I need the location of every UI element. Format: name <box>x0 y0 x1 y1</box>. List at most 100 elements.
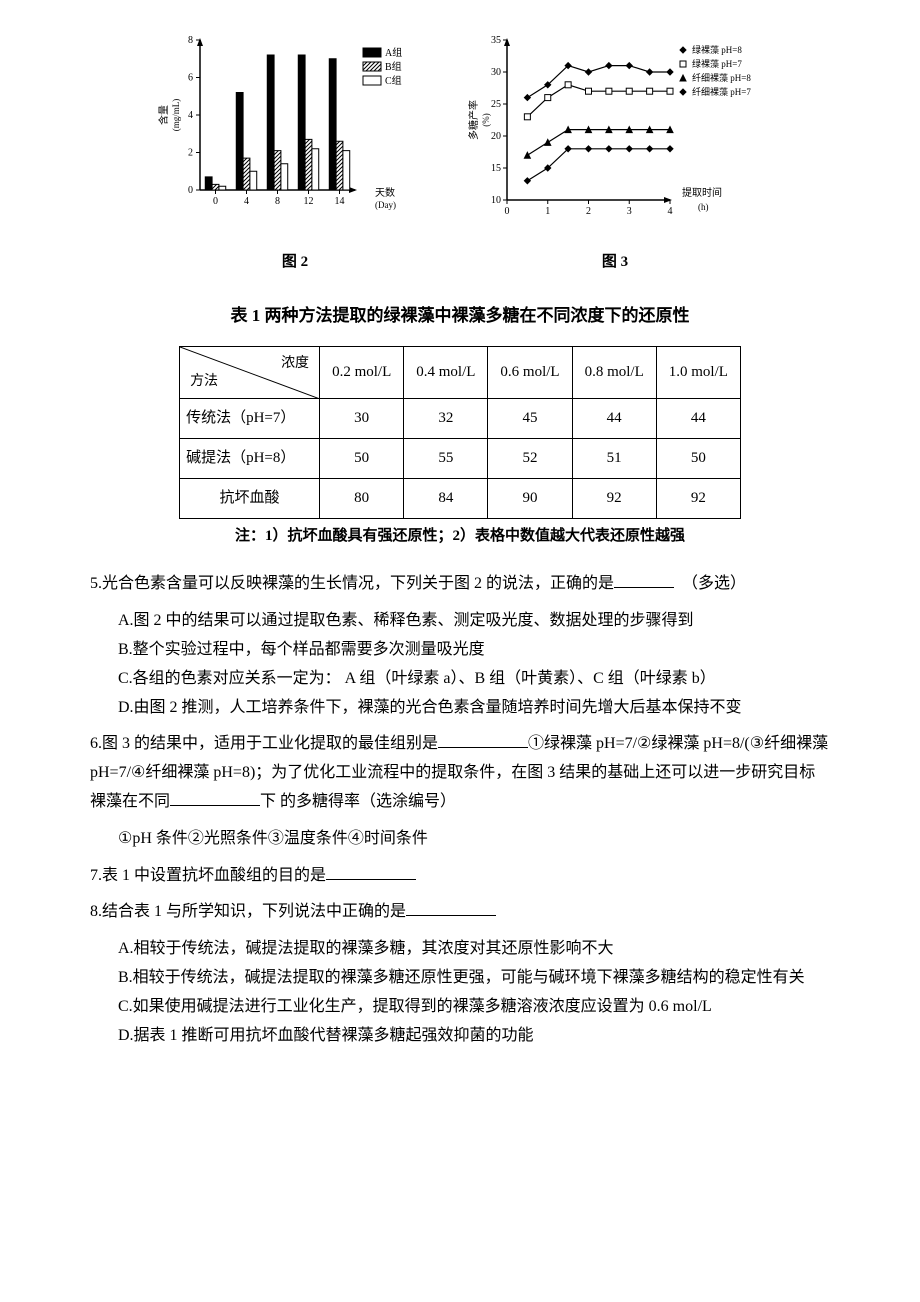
q7-blank[interactable] <box>326 864 416 880</box>
q8-opt-d: D.据表 1 推断可用抗坏血酸代替裸藻多糖起强效抑菌的功能 <box>118 1022 830 1051</box>
q5-opt-b: B.整个实验过程中，每个样品都需要多次测量吸光度 <box>118 636 830 665</box>
q8-opt-b: B.相较于传统法，碱提法提取的裸藻多糖还原性更强，可能与碱环境下裸藻多糖结构的稳… <box>118 964 830 993</box>
chart2-box: 0 2 4 6 8 0 4 8 12 14 含量(mg/mL) 天数(Day) A组B组C组 图 2 <box>155 30 435 276</box>
cell: 92 <box>572 479 656 519</box>
cell: 90 <box>488 479 572 519</box>
table-row: 传统法（pH=7） 30 32 45 44 44 <box>180 399 741 439</box>
svg-text:提取时间: 提取时间 <box>682 186 722 199</box>
q6-blank2[interactable] <box>170 790 260 806</box>
col-header: 0.2 mol/L <box>320 347 404 399</box>
q5-stem: 5.光合色素含量可以反映裸藻的生长情况，下列关于图 2 的说法，正确的是 （多选… <box>90 570 830 599</box>
svg-text:(h): (h) <box>698 202 709 212</box>
cell: 50 <box>320 439 404 479</box>
q6-stem: 6.图 3 的结果中，适用于工业化提取的最佳组别是①绿裸藻 pH=7/②绿裸藻 … <box>90 730 830 816</box>
chart2-caption: 图 2 <box>155 249 435 276</box>
svg-text:3: 3 <box>627 206 632 217</box>
svg-text:纤细裸藻 pH=8: 纤细裸藻 pH=8 <box>692 72 751 83</box>
svg-text:4: 4 <box>244 196 249 207</box>
q8-opt-c: C.如果使用碱提法进行工业化生产，提取得到的裸藻多糖溶液浓度应设置为 0.6 m… <box>118 993 830 1022</box>
chart3-box: 10 15 20 25 30 35 0 1 2 3 4 多糖产率(%) 提取时间 (h) 绿裸藻 pH=8 绿… <box>465 30 765 276</box>
svg-text:10: 10 <box>491 195 501 206</box>
svg-text:含量: 含量 <box>157 105 170 125</box>
svg-text:1: 1 <box>545 206 550 217</box>
table1-title: 表 1 两种方法提取的绿裸藻中裸藻多糖在不同浓度下的还原性 <box>90 301 830 332</box>
svg-text:B组: B组 <box>385 60 402 73</box>
svg-text:0: 0 <box>213 196 218 207</box>
chart3-caption: 图 3 <box>465 249 765 276</box>
cell: 51 <box>572 439 656 479</box>
q6-opts: ①pH 条件②光照条件③温度条件④时间条件 <box>118 825 830 854</box>
row-label: 传统法（pH=7） <box>180 399 320 439</box>
svg-text:多糖产率: 多糖产率 <box>467 100 480 140</box>
svg-text:8: 8 <box>275 196 280 207</box>
svg-text:(%): (%) <box>481 113 491 127</box>
cell: 30 <box>320 399 404 439</box>
cell: 44 <box>572 399 656 439</box>
svg-text:0: 0 <box>505 206 510 217</box>
q6-stem-post: 下 的多糖得率（选涂编号） <box>260 793 456 810</box>
charts-row: 024680481214含量(mg/mL)天数(Day)A组B组C组 图 2 1… <box>90 30 830 276</box>
svg-text:2: 2 <box>188 148 193 159</box>
svg-text:(Day): (Day) <box>375 200 396 210</box>
svg-text:35: 35 <box>491 35 501 46</box>
cell: 50 <box>656 439 740 479</box>
table1-note: 注：1）抗坏血酸具有强还原性；2）表格中数值越大代表还原性越强 <box>90 523 830 550</box>
q6-blank1[interactable] <box>438 732 528 748</box>
q8-stem: 8.结合表 1 与所学知识，下列说法中正确的是 <box>90 898 830 927</box>
svg-text:C组: C组 <box>385 74 402 87</box>
svg-text:15: 15 <box>491 163 501 174</box>
cell: 52 <box>488 439 572 479</box>
table-row: 抗坏血酸 80 84 90 92 92 <box>180 479 741 519</box>
svg-text:25: 25 <box>491 99 501 110</box>
svg-text:天数: 天数 <box>375 186 395 199</box>
table1: 浓度 方法 0.2 mol/L 0.4 mol/L 0.6 mol/L 0.8 … <box>179 346 741 519</box>
chart2-svg: 0 2 4 6 8 0 4 8 12 14 含量(mg/mL) 天数(Day) A组B组C组 <box>155 30 435 230</box>
col-header: 0.8 mol/L <box>572 347 656 399</box>
cell: 32 <box>404 399 488 439</box>
q8-opt-a: A.相较于传统法，碱提法提取的裸藻多糖，其浓度对其还原性影响不大 <box>118 935 830 964</box>
q8-blank[interactable] <box>406 900 496 916</box>
table-diag-cell: 浓度 方法 <box>180 347 320 399</box>
svg-text:绿裸藻 pH=7: 绿裸藻 pH=7 <box>692 58 742 69</box>
svg-text:(mg/mL): (mg/mL) <box>171 99 181 132</box>
diag-top: 浓度 <box>281 351 309 376</box>
col-header: 0.4 mol/L <box>404 347 488 399</box>
q8-stem-text: 8.结合表 1 与所学知识，下列说法中正确的是 <box>90 903 406 920</box>
q6-stem-pre: 6.图 3 的结果中，适用于工业化提取的最佳组别是 <box>90 735 438 752</box>
svg-text:纤细裸藻 pH=7: 纤细裸藻 pH=7 <box>692 86 751 97</box>
chart3-svg: 10 15 20 25 30 35 0 1 2 3 4 多糖产率(%) 提取时间 (h) 绿裸藻 pH=8 绿… <box>465 30 765 230</box>
cell: 92 <box>656 479 740 519</box>
table-header-row: 浓度 方法 0.2 mol/L 0.4 mol/L 0.6 mol/L 0.8 … <box>180 347 741 399</box>
svg-text:A组: A组 <box>385 46 402 59</box>
svg-text:12: 12 <box>304 196 314 207</box>
svg-text:30: 30 <box>491 67 501 78</box>
q5-opt-a: A.图 2 中的结果可以通过提取色素、稀释色素、测定吸光度、数据处理的步骤得到 <box>118 607 830 636</box>
q5-opt-d: D.由图 2 推测，人工培养条件下，裸藻的光合色素含量随培养时间先增大后基本保持… <box>118 694 830 723</box>
svg-text:绿裸藻 pH=8: 绿裸藻 pH=8 <box>692 44 742 55</box>
col-header: 0.6 mol/L <box>488 347 572 399</box>
q5-stem-post: （多选） <box>690 575 746 592</box>
table-row: 碱提法（pH=8） 50 55 52 51 50 <box>180 439 741 479</box>
cell: 55 <box>404 439 488 479</box>
svg-text:8: 8 <box>188 35 193 46</box>
svg-text:14: 14 <box>335 196 345 207</box>
q5-stem-pre: 5.光合色素含量可以反映裸藻的生长情况，下列关于图 2 的说法，正确的是 <box>90 575 614 592</box>
row-label: 抗坏血酸 <box>180 479 320 519</box>
col-header: 1.0 mol/L <box>656 347 740 399</box>
svg-text:0: 0 <box>188 185 193 196</box>
q5-blank[interactable] <box>614 572 674 588</box>
svg-text:2: 2 <box>586 206 591 217</box>
cell: 80 <box>320 479 404 519</box>
cell: 44 <box>656 399 740 439</box>
svg-text:20: 20 <box>491 131 501 142</box>
svg-text:4: 4 <box>188 110 193 121</box>
svg-text:6: 6 <box>188 73 193 84</box>
q7-text: 7.表 1 中设置抗坏血酸组的目的是 <box>90 867 326 884</box>
diag-bot: 方法 <box>190 369 218 394</box>
svg-text:4: 4 <box>668 206 673 217</box>
q5-opt-c: C.各组的色素对应关系一定为： A 组（叶绿素 a）、B 组（叶黄素）、C 组（… <box>118 665 830 694</box>
cell: 45 <box>488 399 572 439</box>
q7: 7.表 1 中设置抗坏血酸组的目的是 <box>90 862 830 891</box>
row-label: 碱提法（pH=8） <box>180 439 320 479</box>
cell: 84 <box>404 479 488 519</box>
